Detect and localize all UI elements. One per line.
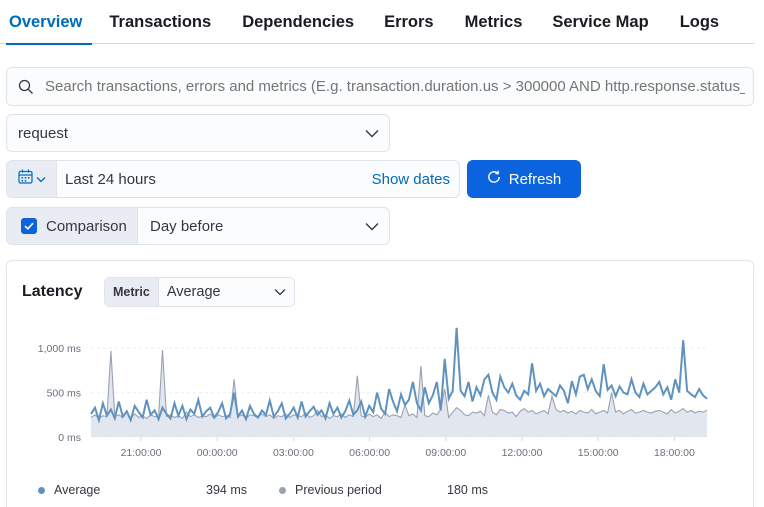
search-icon xyxy=(7,79,45,95)
x-tick-label: 12:00:00 xyxy=(502,447,543,459)
x-tick-label: 15:00:00 xyxy=(578,447,619,459)
x-tick-label: 18:00:00 xyxy=(654,447,695,459)
series-color-dot xyxy=(279,486,286,494)
tab-errors[interactable]: Errors xyxy=(384,12,434,31)
x-tick-label: 21:00:00 xyxy=(121,447,162,459)
comparison-period-value[interactable]: Day before xyxy=(150,217,224,235)
latency-title: Latency xyxy=(22,283,83,300)
series-line-previous-period xyxy=(90,349,708,420)
latency-panel: Latency Metric Average xyxy=(6,260,754,507)
legend-value: 180 ms xyxy=(447,483,488,497)
chevron-down-icon xyxy=(355,129,389,138)
transaction-type-select[interactable]: request xyxy=(6,114,390,152)
legend-item-previous-period[interactable]: Previous period xyxy=(279,483,382,497)
comparison-toggle[interactable]: Comparison xyxy=(7,208,138,244)
x-tick-label: 00:00:00 xyxy=(197,447,238,459)
y-tick-label: 1,000 ms xyxy=(38,343,81,355)
quick-select-button[interactable] xyxy=(7,161,57,197)
series-line-average xyxy=(90,327,708,424)
legend-label: Previous period xyxy=(295,483,382,497)
tab-service-map[interactable]: Service Map xyxy=(552,12,649,31)
metric-select[interactable]: Metric Average xyxy=(104,277,295,307)
comparison-control: Comparison Day before xyxy=(6,207,390,245)
tab-overview[interactable]: Overview xyxy=(0,0,93,45)
refresh-icon xyxy=(487,170,501,188)
calendar-icon xyxy=(17,169,33,189)
legend-value: 394 ms xyxy=(206,483,247,497)
x-tick-label: 09:00:00 xyxy=(425,447,466,459)
date-range-label[interactable]: Last 24 hours xyxy=(65,170,156,188)
y-axis: 1,000 ms 500 ms 0 ms xyxy=(38,343,81,444)
legend-item-average[interactable]: Average xyxy=(38,483,100,497)
series-area-previous-period xyxy=(91,350,707,437)
transaction-type-value: request xyxy=(18,124,69,142)
x-tick-label: 03:00:00 xyxy=(273,447,314,459)
tab-logs[interactable]: Logs xyxy=(679,12,720,31)
legend-label: Average xyxy=(54,483,101,497)
metric-value: Average xyxy=(166,284,221,300)
tab-metrics[interactable]: Metrics xyxy=(464,12,523,31)
search-bar[interactable] xyxy=(6,67,754,106)
tab-transactions[interactable]: Transactions xyxy=(109,12,212,31)
refresh-button[interactable]: Refresh xyxy=(467,160,581,198)
show-dates-link[interactable]: Show dates xyxy=(371,170,450,188)
x-axis: 21:00:00 00:00:00 03:00:00 06:00:00 09:00:00… xyxy=(121,437,695,459)
series-color-dot xyxy=(38,486,45,494)
date-picker: Last 24 hours Show dates xyxy=(6,160,460,198)
refresh-label: Refresh xyxy=(508,170,562,188)
tab-bar: Overview Transactions Dependencies Error… xyxy=(0,0,754,45)
latency-chart: 1,000 ms 500 ms 0 ms 21:00:00 00:00:00 03:00… xyxy=(38,327,708,459)
comparison-label: Comparison xyxy=(46,217,127,235)
chevron-down-icon[interactable] xyxy=(355,222,389,231)
search-input[interactable] xyxy=(45,78,745,95)
y-tick-label: 0 ms xyxy=(58,432,81,444)
chevron-down-icon xyxy=(266,288,294,296)
tab-dependencies[interactable]: Dependencies xyxy=(242,12,355,31)
chevron-down-icon xyxy=(36,170,46,188)
checkbox-checked-icon[interactable] xyxy=(21,218,37,234)
x-tick-label: 06:00:00 xyxy=(349,447,390,459)
chart-series xyxy=(90,327,708,437)
metric-label: Metric xyxy=(105,278,159,306)
y-tick-label: 500 ms xyxy=(47,388,81,400)
